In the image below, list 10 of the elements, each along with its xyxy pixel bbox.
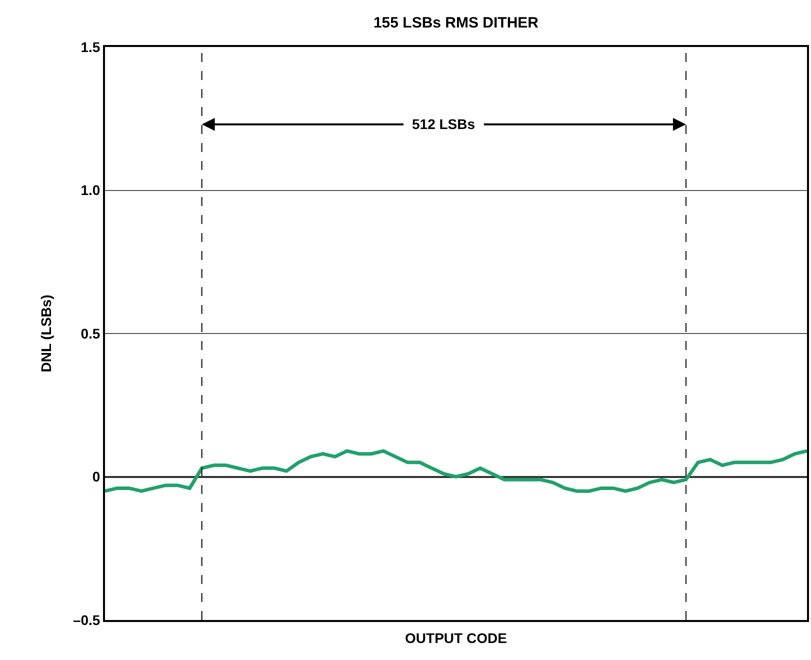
y-axis-title: DNL (LSBs) [38,294,54,372]
y-tick-label: –0.5 [72,612,100,628]
annotation: 512 LSBs [412,116,476,132]
chart-title: 155 LSBs RMS DITHER [373,14,539,32]
y-tick-label: 0.5 [80,325,100,342]
y-tick-label: 1.5 [80,38,100,55]
y-tick-label: 0 [92,468,100,485]
line-series [105,449,807,493]
x-axis-title: OUTPUT CODE [405,630,507,646]
y-tick-label: 1.0 [80,182,100,198]
